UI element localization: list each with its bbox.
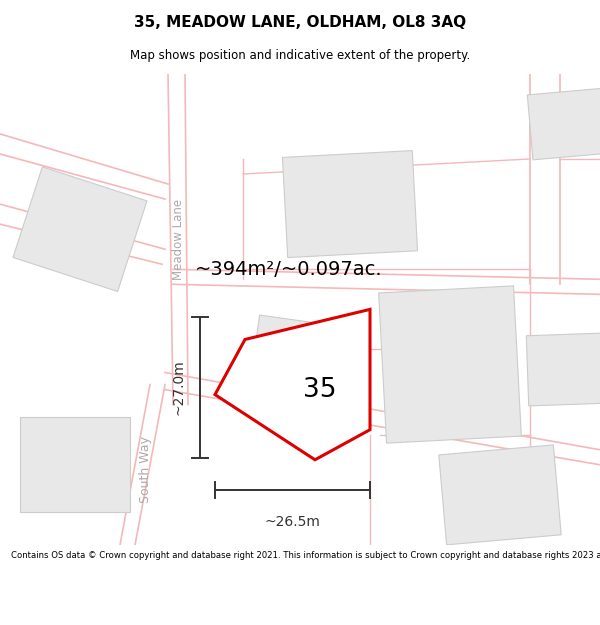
Text: ~26.5m: ~26.5m: [265, 515, 320, 529]
Text: ~394m²/~0.097ac.: ~394m²/~0.097ac.: [195, 260, 383, 279]
Polygon shape: [283, 151, 418, 258]
Text: Map shows position and indicative extent of the property.: Map shows position and indicative extent…: [130, 49, 470, 62]
Text: 35: 35: [303, 377, 337, 402]
Text: South Way: South Way: [139, 436, 151, 503]
Text: Middle Gate: Middle Gate: [281, 418, 358, 441]
Text: Meadow Lane: Meadow Lane: [172, 199, 185, 280]
Text: ~27.0m: ~27.0m: [171, 360, 185, 416]
Polygon shape: [379, 286, 521, 443]
Polygon shape: [527, 88, 600, 160]
Polygon shape: [439, 445, 561, 545]
Polygon shape: [247, 315, 364, 424]
Text: Contains OS data © Crown copyright and database right 2021. This information is : Contains OS data © Crown copyright and d…: [11, 551, 600, 561]
Polygon shape: [20, 417, 130, 512]
Polygon shape: [13, 167, 147, 291]
Text: 35, MEADOW LANE, OLDHAM, OL8 3AQ: 35, MEADOW LANE, OLDHAM, OL8 3AQ: [134, 14, 466, 29]
Polygon shape: [215, 309, 370, 460]
Polygon shape: [526, 333, 600, 406]
